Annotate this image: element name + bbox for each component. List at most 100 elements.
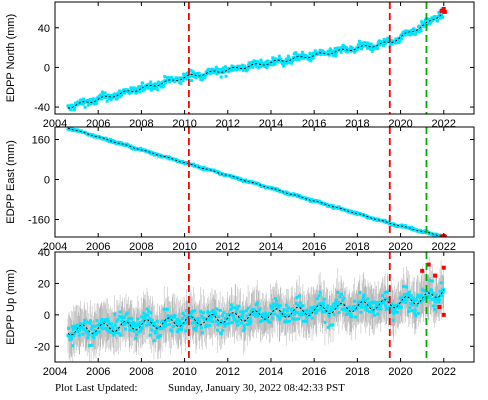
data-point (114, 330, 118, 334)
data-point (259, 58, 263, 62)
data-point (416, 24, 420, 28)
data-point (170, 76, 174, 80)
data-point (401, 285, 405, 289)
data-point (243, 64, 247, 68)
data-point (441, 290, 445, 294)
data-point (300, 311, 304, 315)
data-point (227, 317, 231, 321)
data-point (109, 330, 113, 334)
data-point (92, 332, 96, 336)
data-point (146, 313, 150, 317)
data-point (88, 321, 92, 325)
data-point (267, 312, 271, 316)
data-point (226, 313, 230, 317)
data-point (71, 344, 75, 348)
x-tick-label: 2020 (388, 241, 412, 253)
data-point (150, 328, 154, 332)
model-line (67, 127, 444, 237)
data-point (247, 319, 251, 323)
data-point (216, 323, 220, 327)
data-point (314, 311, 318, 315)
data-point (72, 108, 76, 112)
data-point (130, 328, 134, 332)
data-point (123, 327, 127, 331)
data-point (230, 64, 234, 68)
data-point (266, 319, 270, 323)
data-point (133, 321, 137, 325)
data-point (78, 328, 82, 332)
data-point (251, 313, 255, 317)
data-point (275, 303, 279, 307)
panel-3: 2004 2006 2008 2010 2012 2014 2016 2018 2020 2022… (5, 247, 475, 378)
data-point (283, 313, 287, 317)
plot-area (66, 256, 446, 362)
data-point (370, 49, 374, 53)
data-point (110, 94, 114, 98)
data-point (437, 300, 441, 304)
data-point (290, 309, 294, 313)
data-point (378, 304, 382, 308)
data-point (165, 307, 169, 311)
data-point (439, 281, 443, 285)
data-point (249, 320, 253, 324)
data-point (220, 314, 224, 318)
data-point (123, 322, 127, 326)
data-point (254, 314, 258, 318)
data-point (353, 299, 357, 303)
data-point (277, 54, 281, 58)
data-point (331, 53, 335, 57)
data-point (335, 306, 339, 310)
data-point (391, 318, 395, 322)
data-point (252, 310, 256, 314)
data-point (273, 62, 277, 66)
data-point (70, 336, 74, 340)
data-point (180, 324, 184, 328)
data-point (361, 302, 365, 306)
data-point (112, 333, 116, 337)
data-point (117, 331, 121, 335)
data-point (247, 63, 251, 67)
data-point (296, 303, 300, 307)
data-point (111, 325, 115, 329)
data-point (116, 318, 120, 322)
data-point (276, 314, 280, 318)
data-point (414, 314, 418, 318)
data-point (115, 319, 119, 323)
data-point (252, 59, 256, 63)
data-point (374, 46, 378, 50)
data-point (215, 328, 219, 332)
data-point (133, 87, 137, 91)
data-point (365, 308, 369, 312)
data-point (100, 90, 104, 94)
data-point (181, 79, 185, 83)
data-point (163, 75, 167, 79)
data-point (308, 52, 312, 56)
data-point (139, 329, 143, 333)
data-point (108, 326, 112, 330)
data-point (114, 95, 118, 99)
data-point (392, 311, 396, 315)
y-tick-label: 0 (44, 62, 50, 74)
data-point (209, 319, 213, 323)
data-point (420, 294, 424, 298)
data-point (374, 305, 378, 309)
data-point (372, 313, 376, 317)
data-point (109, 98, 113, 102)
x-tick-label: 2016 (302, 241, 326, 253)
data-point (270, 63, 274, 67)
data-point (405, 285, 409, 289)
data-point (164, 81, 168, 85)
data-point (121, 323, 125, 327)
data-point (218, 322, 222, 326)
y-tick-label: 160 (32, 135, 50, 147)
data-point (318, 302, 322, 306)
data-point (318, 48, 322, 52)
data-point (366, 301, 370, 305)
data-point (140, 326, 144, 330)
data-point (76, 329, 80, 333)
data-point (90, 97, 94, 101)
data-point (398, 296, 402, 300)
data-point (86, 99, 90, 103)
data-point (104, 319, 108, 323)
recent-point (439, 234, 444, 237)
